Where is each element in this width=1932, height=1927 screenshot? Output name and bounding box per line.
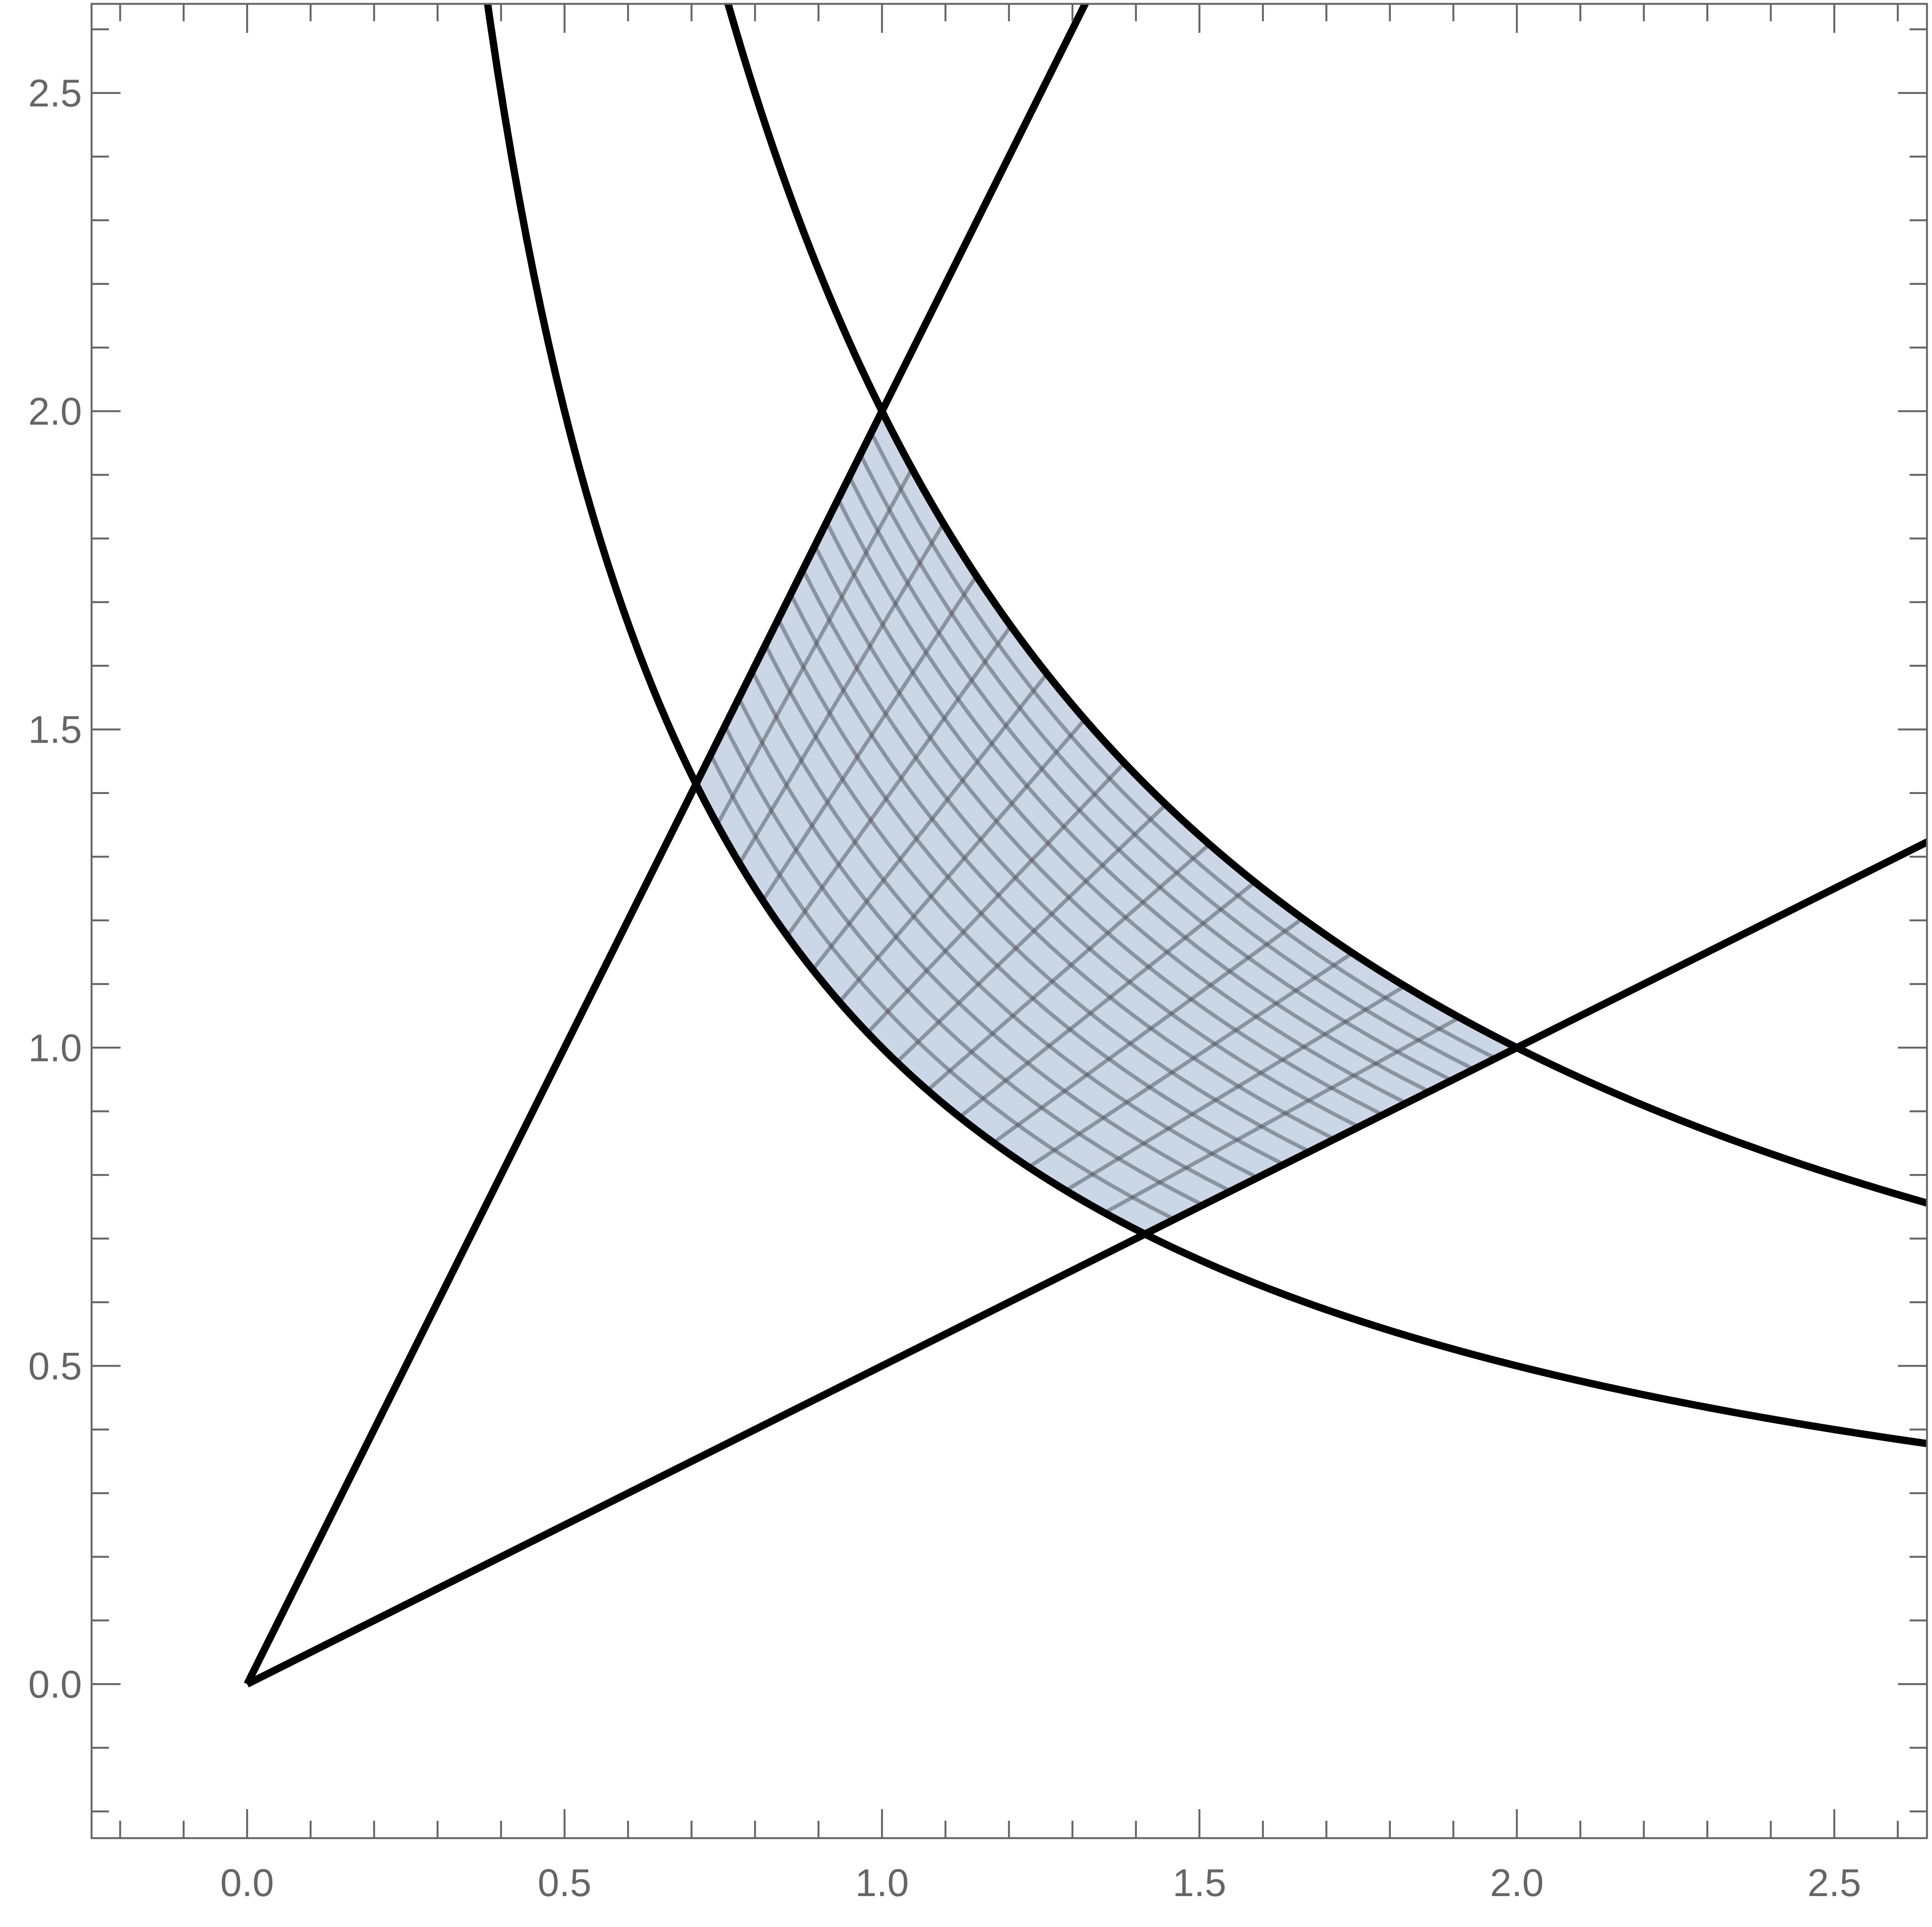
curve-xy-2 — [724, 4, 1927, 1207]
x-tick-label: 1.0 — [855, 1861, 909, 1905]
mesh-ray — [738, 522, 945, 865]
curve-xy-1 — [484, 4, 1927, 1447]
mesh-hyperbola — [859, 453, 1475, 1071]
y-tick-label: 1.0 — [28, 1026, 82, 1070]
x-tick-label: 2.5 — [1808, 1861, 1861, 1905]
x-tick-label: 2.0 — [1490, 1861, 1544, 1905]
curve-y-half-x — [245, 838, 1927, 1687]
mesh-ray — [926, 843, 1211, 1092]
y-tick-label: 1.5 — [28, 708, 82, 752]
mesh-hyperbola — [869, 432, 1497, 1060]
x-tick-label: 0.5 — [538, 1861, 592, 1905]
mesh-ray — [958, 881, 1256, 1119]
mesh-hyperbola — [764, 644, 1285, 1166]
mesh-ray — [1027, 951, 1354, 1169]
y-tick-label: 2.0 — [28, 390, 82, 433]
y-tick-labels: 0.0 0.5 1.0 1.5 2.0 2.5 — [28, 72, 82, 1706]
mesh-hyperbola — [789, 593, 1335, 1141]
mesh-lines — [709, 432, 1497, 1221]
mesh-hyperbola — [709, 753, 1175, 1221]
x-tick-label: 0.0 — [220, 1861, 274, 1905]
mesh-ray — [786, 625, 1013, 937]
y-tick-label: 0.5 — [28, 1345, 82, 1388]
curves — [244, 4, 1927, 1687]
mesh-ray — [1103, 1015, 1461, 1215]
mesh-hyperbola — [825, 521, 1407, 1105]
mesh-ray — [866, 762, 1126, 1034]
mesh-hyperbola — [737, 697, 1232, 1193]
mesh-hyperbola — [723, 725, 1204, 1207]
y-tick-label: 0.0 — [28, 1663, 82, 1706]
mesh-ray — [895, 803, 1167, 1064]
mesh-ray — [761, 575, 978, 902]
mesh-ray — [1065, 984, 1406, 1192]
mesh-ray — [992, 917, 1304, 1145]
mesh-ray — [715, 468, 914, 826]
x-tick-labels: 0.0 0.5 1.0 1.5 2.0 2.5 — [220, 1861, 1861, 1905]
mesh-hyperbola — [776, 618, 1311, 1153]
mesh-hyperbola — [801, 568, 1360, 1129]
mesh-ray — [838, 718, 1087, 1003]
mesh-hyperbola — [836, 498, 1430, 1094]
curve-y-2x — [244, 4, 1089, 1686]
mesh-hyperbola — [847, 475, 1453, 1082]
y-tick-label: 2.5 — [28, 72, 82, 115]
x-tick-label: 1.5 — [1173, 1861, 1226, 1905]
mesh-hyperbola — [813, 544, 1384, 1117]
axis-ticks — [92, 4, 1927, 1838]
mesh-hyperbola — [750, 670, 1259, 1180]
mesh-ray — [811, 672, 1049, 971]
